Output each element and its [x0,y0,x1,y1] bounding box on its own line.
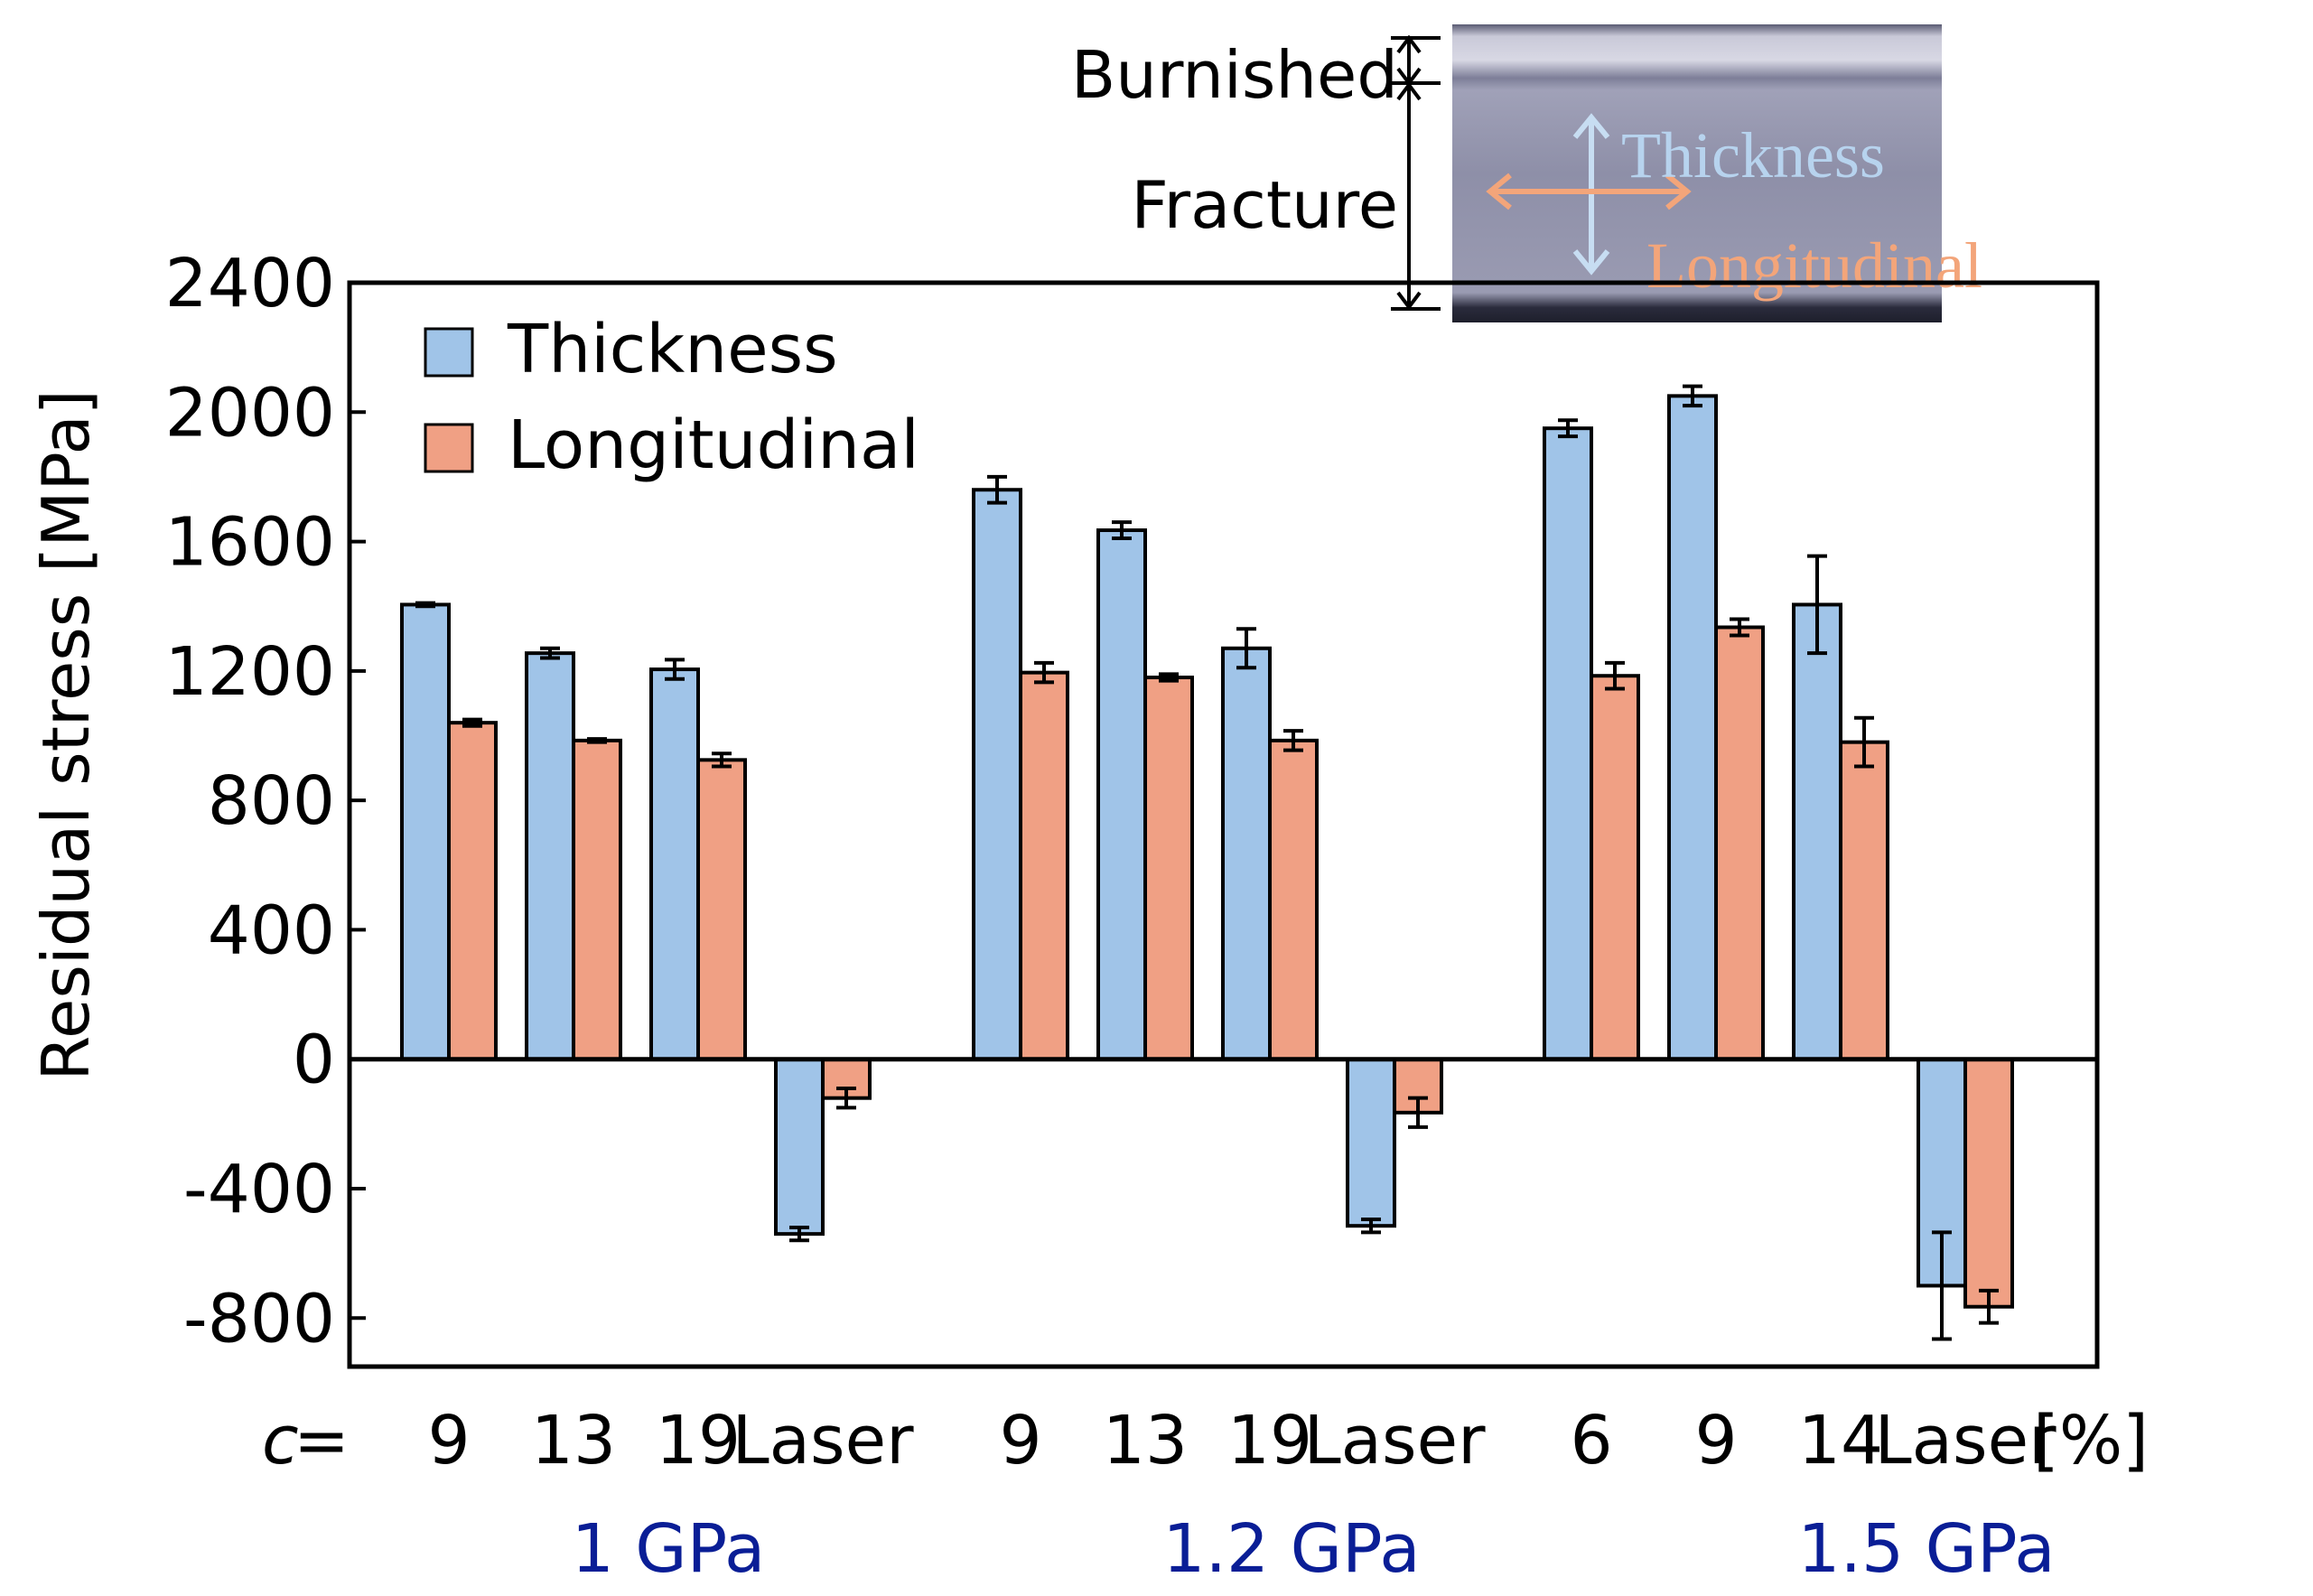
bar-thickness-5 [1096,528,1147,1061]
bar-longitudinal-0 [447,721,498,1061]
group-label: 1 GPa [572,1510,766,1588]
bar-longitudinal-8 [1590,674,1640,1061]
error-bar [540,646,560,660]
bar-thickness-4 [972,488,1022,1061]
bar-thickness-10 [1792,602,1842,1061]
y-axis-label: Residual stress [MPa] [28,389,104,1081]
x-category-label: 9 [999,1402,1041,1479]
x-category-label: Laser [1874,1402,2057,1479]
error-bar [836,1086,856,1110]
x-category-label: 9 [1694,1402,1737,1479]
bar-longitudinal-9 [1714,625,1765,1061]
thickness-arrowhead-top [1572,113,1610,139]
bar-thickness-8 [1543,426,1593,1061]
longitudinal-arrowhead-right [1665,173,1692,210]
x-prefix-eq: = [294,1402,350,1479]
x-category-label: Laser [1303,1402,1486,1479]
legend-label-longitudinal: Longitudinal [508,406,919,484]
error-bar [1605,660,1625,691]
bar-longitudinal-6 [1268,738,1319,1061]
group-label: 1.2 GPa [1162,1510,1420,1588]
bar-longitudinal-2 [696,758,747,1061]
bars [400,384,2014,1341]
y-tick-label: -400 [183,1151,335,1228]
bar-longitudinal-11 [1963,1057,2014,1309]
bar-thickness-9 [1667,394,1718,1061]
x-prefix-c: c [262,1402,299,1479]
error-bar [1854,715,1874,769]
error-bar [987,474,1007,505]
error-bar [712,751,732,769]
y-tick-label: 0 [293,1022,335,1099]
legend-label-thickness: Thickness [507,311,838,388]
error-bar [1683,384,1702,408]
inset-label-longitudinal: Longitudinal [1646,229,1982,302]
x-category-label: 19 [1227,1402,1312,1479]
error-bar [1932,1230,1952,1341]
error-bar [1112,520,1132,540]
bar-longitudinal-5 [1143,676,1194,1061]
x-unit-label: [%] [2033,1402,2149,1479]
error-bar [665,658,685,681]
y-tick-label: -800 [183,1280,335,1358]
legend: Thickness Longitudinal [424,311,919,484]
bar-thickness-6 [1221,646,1272,1061]
error-bar [1159,672,1179,683]
error-bar [462,717,482,728]
error-bar [1034,660,1054,685]
inset-label-thickness: Thickness [1621,119,1885,191]
longitudinal-arrowhead-left [1486,173,1512,210]
error-bar [1979,1288,1999,1325]
error-bar [1730,617,1749,638]
error-bar [1558,418,1578,439]
error-bar [1807,554,1827,656]
bar-thickness-1 [525,651,575,1061]
bar-longitudinal-4 [1019,670,1069,1061]
x-category-label: 14 [1798,1402,1883,1479]
x-category-label: 13 [1103,1402,1188,1479]
group-label: 1.5 GPa [1797,1510,2055,1588]
y-tick-label: 1600 [165,504,335,582]
bar-thickness-0 [400,602,451,1061]
thickness-arrowhead-bottom [1572,249,1610,275]
error-bar [1408,1096,1428,1129]
bar-longitudinal-10 [1839,740,1889,1061]
inset-micrograph: Burnished Fracture Thickness Longitudina… [1071,24,1982,322]
error-bar [415,601,435,609]
x-category-label: 13 [531,1402,616,1479]
x-category-label: Laser [732,1402,914,1479]
dim-arrowhead-3 [1396,81,1422,101]
dim-arrowhead-1 [1396,34,1422,54]
x-category-label: 6 [1570,1402,1612,1479]
error-bar [1283,729,1303,752]
error-bar [789,1225,809,1243]
error-bar [587,737,607,744]
y-tick-label: 400 [208,891,335,969]
y-tick-label: 1200 [165,633,335,711]
inset-label-burnished: Burnished [1071,37,1398,113]
legend-swatch-longitudinal [424,423,474,473]
inset-label-fracture: Fracture [1131,167,1398,243]
x-category-label: 19 [656,1402,741,1479]
y-tick-label: 2000 [165,374,335,452]
error-bar [1236,627,1256,670]
plot-frame [347,280,2100,1369]
error-bar [1361,1218,1381,1235]
legend-swatch-thickness [424,327,474,378]
bar-longitudinal-1 [572,738,622,1061]
micrograph-image [1452,24,1942,322]
dim-arrowhead-4 [1396,291,1422,311]
y-tick-label: 2400 [165,245,335,322]
bar-thickness-3 [774,1057,825,1237]
y-tick-label: 800 [208,762,335,840]
x-category-label: 9 [427,1402,470,1479]
y-axis: 2400 2000 1600 1200 800 400 0 -400 -800 [165,245,366,1358]
bar-thickness-2 [649,667,700,1061]
bar-thickness-7 [1346,1057,1396,1228]
